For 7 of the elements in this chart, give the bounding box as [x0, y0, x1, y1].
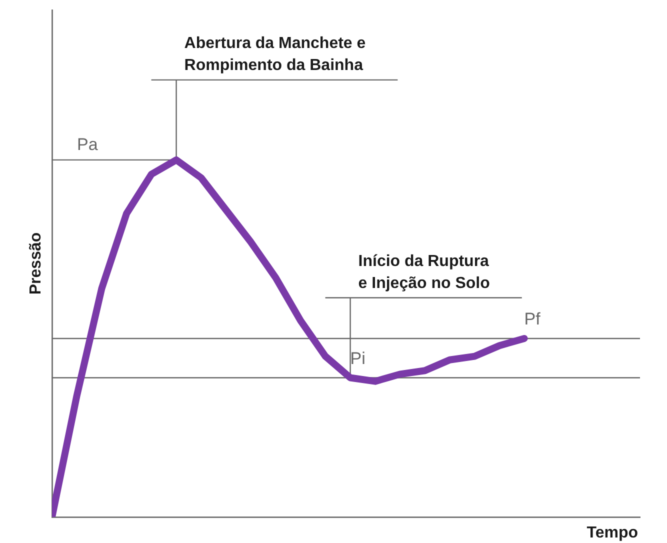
ref-line-label: Pf — [524, 309, 541, 328]
ref-line-label: Pa — [77, 134, 98, 154]
annotation: Início da Ruptura e Injeção no Solo — [358, 252, 490, 292]
x-axis-title: Tempo — [586, 524, 638, 542]
y-axis-title: Pressão — [27, 232, 44, 295]
ref-line-label: Pi — [350, 348, 366, 368]
text: Abertura da Manchete e Rompimento da Bainha — [184, 34, 366, 74]
